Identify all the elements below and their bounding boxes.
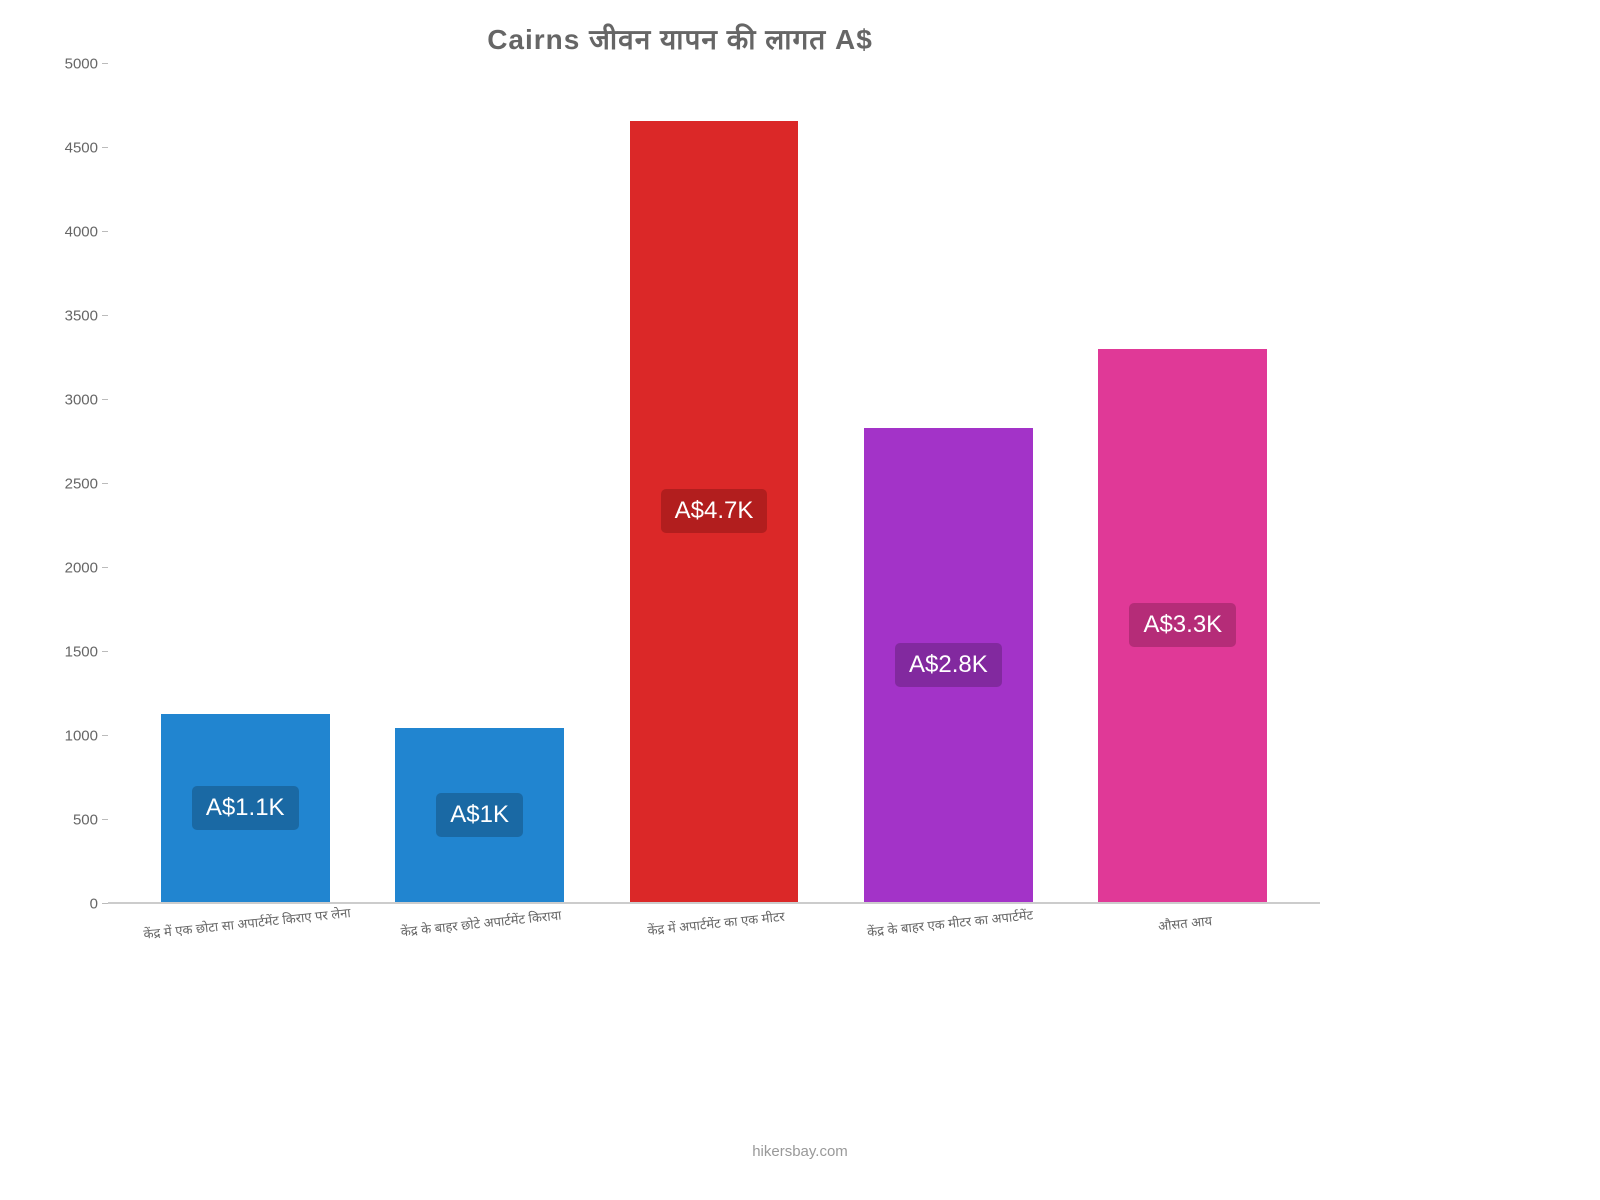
attribution-text: hikersbay.com bbox=[0, 1143, 1600, 1160]
y-tick-label: 4500 bbox=[65, 140, 98, 157]
bar-value-label: A$1.1K bbox=[192, 786, 299, 830]
y-tick-label: 1000 bbox=[65, 728, 98, 745]
bars-container: A$1.1K A$1K A$4.7K A$2.8K A$3.3K bbox=[128, 64, 1300, 902]
y-tick-label: 0 bbox=[90, 896, 98, 913]
bar-value-label: A$2.8K bbox=[895, 643, 1002, 687]
y-tick-label: 2500 bbox=[65, 476, 98, 493]
y-tick-label: 5000 bbox=[65, 56, 98, 73]
chart-plot: 0500100015002000250030003500400045005000… bbox=[40, 64, 1320, 934]
bar-slot: A$1K bbox=[362, 64, 596, 902]
y-tick-label: 3000 bbox=[65, 392, 98, 409]
bar: A$4.7K bbox=[630, 121, 799, 902]
bar: A$1K bbox=[395, 728, 564, 902]
bar: A$1.1K bbox=[161, 714, 330, 902]
y-axis: 0500100015002000250030003500400045005000 bbox=[40, 64, 108, 904]
bar-value-label: A$3.3K bbox=[1129, 603, 1236, 647]
y-tick-label: 1500 bbox=[65, 644, 98, 661]
bar-slot: A$1.1K bbox=[128, 64, 362, 902]
y-tick-label: 3500 bbox=[65, 308, 98, 325]
chart-title: Cairns जीवन यापन की लागत A$ bbox=[40, 20, 1320, 58]
bar-slot: A$3.3K bbox=[1066, 64, 1300, 902]
bar-value-label: A$4.7K bbox=[661, 489, 768, 533]
y-tick-label: 2000 bbox=[65, 560, 98, 577]
bar-value-label: A$1K bbox=[436, 793, 523, 837]
bar-slot: A$4.7K bbox=[597, 64, 831, 902]
y-tick-label: 500 bbox=[73, 812, 98, 829]
y-tick-label: 4000 bbox=[65, 224, 98, 241]
bar-slot: A$2.8K bbox=[831, 64, 1065, 902]
bar: A$2.8K bbox=[864, 428, 1033, 902]
x-axis-labels: केंद्र में एक छोटा सा अपार्टमेंट किराए प… bbox=[128, 906, 1300, 936]
cost-of-living-chart: Cairns जीवन यापन की लागत A$ 0 500 1000 1500… bbox=[40, 20, 1320, 1030]
bar: A$3.3K bbox=[1098, 349, 1267, 902]
plot-area: A$1.1K A$1K A$4.7K A$2.8K A$3.3K bbox=[108, 64, 1320, 904]
